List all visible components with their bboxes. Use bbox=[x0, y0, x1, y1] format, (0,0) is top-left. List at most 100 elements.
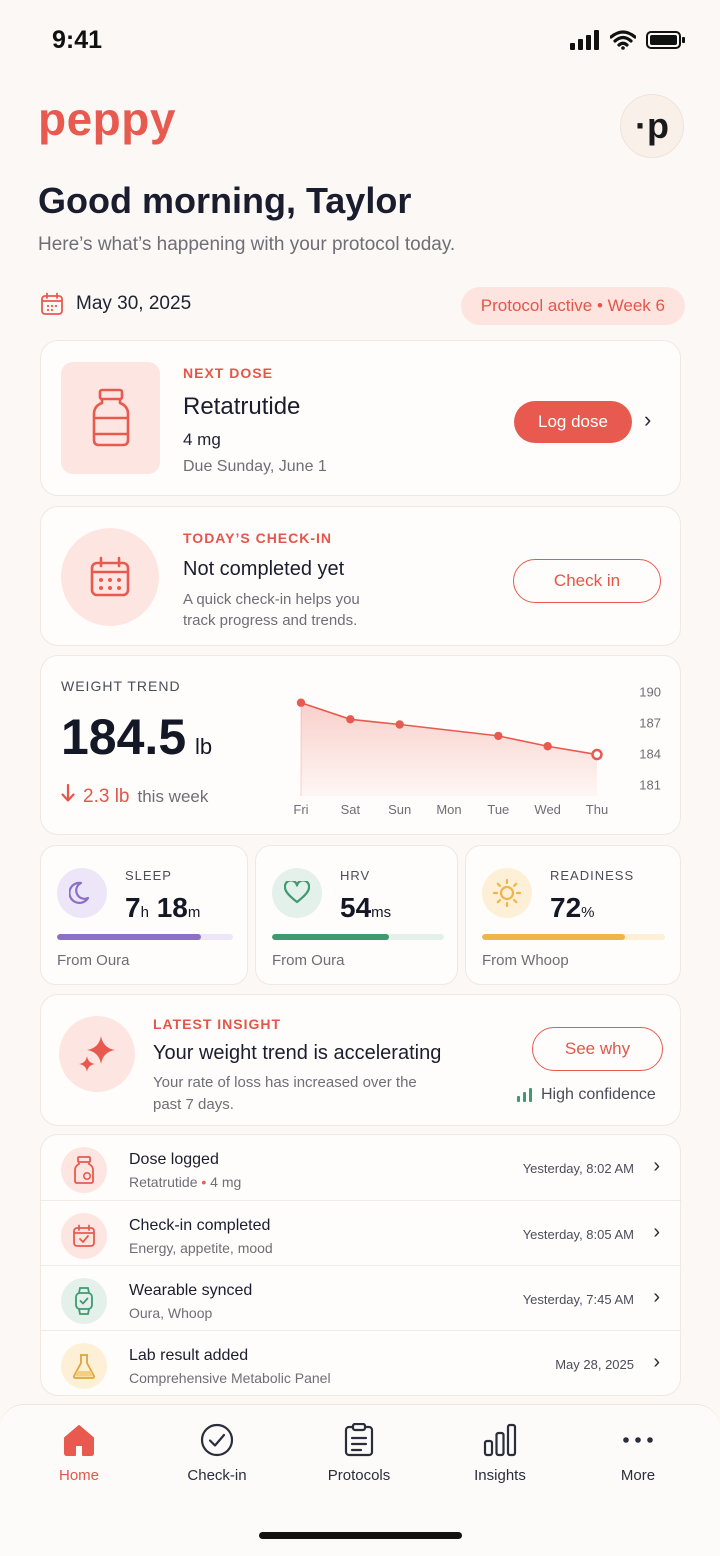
insight-eyebrow: LATEST INSIGHT bbox=[153, 1016, 282, 1032]
activity-title: Wearable synced bbox=[129, 1282, 253, 1299]
sun-icon bbox=[492, 878, 522, 908]
sleep-progress-fill bbox=[57, 934, 202, 940]
sleep-source: From Oura bbox=[57, 952, 130, 969]
activity-subtitle: Retatrutide • 4 mg bbox=[129, 1174, 241, 1190]
chart-x-tick-label: Mon bbox=[436, 802, 461, 817]
tab-check-in[interactable]: Check-in bbox=[162, 1423, 272, 1484]
tab-label: Insights bbox=[474, 1467, 526, 1484]
chevron-right-icon[interactable]: › bbox=[653, 1351, 660, 1373]
next-dose-card[interactable]: NEXT DOSE Retatrutide 4 mg Due Sunday, J… bbox=[40, 340, 681, 496]
weight-trend-card[interactable]: WEIGHT TREND 184.5 lb 2.3 lb this week F… bbox=[40, 655, 681, 835]
signal-bars-icon bbox=[517, 1088, 532, 1102]
protocol-status-badge[interactable]: Protocol active • Week 6 bbox=[460, 287, 685, 325]
heart-icon-container bbox=[272, 868, 322, 918]
activity-time: Yesterday, 8:05 AM bbox=[522, 1227, 634, 1242]
hrv-number: 54 bbox=[340, 892, 372, 923]
greeting-subtitle: Here’s what’s happening with your protoc… bbox=[38, 234, 456, 255]
sleep-metric-card[interactable]: SLEEP 7h 18m From Oura bbox=[40, 845, 248, 985]
activity-icon-container bbox=[61, 1343, 107, 1389]
hrv-value: 54ms bbox=[340, 892, 391, 924]
watch-icon bbox=[75, 1287, 93, 1315]
sleep-minutes: 18 bbox=[156, 892, 188, 923]
log-dose-button[interactable]: Log dose bbox=[514, 401, 632, 443]
chart-x-tick-label: Fri bbox=[293, 802, 308, 817]
weight-trend-label: WEIGHT TREND bbox=[61, 678, 181, 694]
heart-icon bbox=[284, 881, 310, 904]
bottom-tab-bar: Home Check-in Protocols Insights More bbox=[0, 1404, 720, 1556]
dose-medication-name: Retatrutide bbox=[183, 393, 301, 420]
chart-y-tick-label: 190 bbox=[639, 684, 661, 699]
check-in-button[interactable]: Check in bbox=[513, 559, 661, 603]
sleep-minutes-unit: m bbox=[187, 904, 201, 921]
dose-due-date: Due Sunday, June 1 bbox=[183, 458, 327, 475]
moon-icon-container bbox=[57, 868, 107, 918]
readiness-number: 72 bbox=[550, 892, 582, 923]
chart-point bbox=[346, 715, 355, 724]
see-why-button[interactable]: See why bbox=[532, 1027, 663, 1071]
tab-home[interactable]: Home bbox=[24, 1423, 134, 1484]
tab-insights[interactable]: Insights bbox=[445, 1423, 555, 1484]
tab-protocols[interactable]: Protocols bbox=[304, 1423, 414, 1484]
chevron-right-icon[interactable]: › bbox=[653, 1221, 660, 1243]
readiness-metric-card[interactable]: READINESS 72% From Whoop bbox=[465, 845, 681, 985]
profile-avatar-button[interactable]: ·p bbox=[620, 94, 684, 158]
tab-more[interactable]: More bbox=[583, 1423, 693, 1484]
chart-x-tick-label: Tue bbox=[487, 802, 509, 817]
arrow-down-icon bbox=[61, 784, 75, 802]
activity-time: Yesterday, 7:45 AM bbox=[522, 1292, 634, 1307]
chart-x-tick-label: Sat bbox=[341, 802, 361, 817]
checkin-description: A quick check-in helps you track progres… bbox=[183, 591, 360, 629]
status-icons bbox=[570, 30, 686, 50]
date-row: May 30, 2025 bbox=[40, 292, 191, 316]
wifi-icon bbox=[610, 30, 636, 50]
status-bar: 9:41 bbox=[0, 0, 720, 82]
activity-row-dose-logged[interactable]: Dose logged Retatrutide • 4 mg Yesterday… bbox=[41, 1135, 682, 1200]
activity-subtitle: Energy, appetite, mood bbox=[129, 1240, 273, 1256]
current-date: May 30, 2025 bbox=[76, 293, 192, 314]
weight-delta: 2.3 lb bbox=[83, 786, 130, 807]
activity-title: Dose logged bbox=[129, 1151, 219, 1168]
sparkle-icon-container bbox=[59, 1016, 135, 1092]
calendar-icon bbox=[90, 556, 130, 597]
chevron-right-icon[interactable]: › bbox=[653, 1155, 660, 1177]
chart-point bbox=[296, 698, 306, 707]
hrv-metric-card[interactable]: HRV 54ms From Oura bbox=[255, 845, 458, 985]
activity-row-checkin-completed[interactable]: Check-in completed Energy, appetite, moo… bbox=[41, 1200, 682, 1265]
readiness-progress-fill bbox=[482, 934, 625, 940]
weight-trend-chart: Fri Sat Sun Mon Tue Wed Thu 190 187 184 181 bbox=[293, 684, 661, 817]
readiness-value: 72% bbox=[550, 892, 595, 924]
readiness-source: From Whoop bbox=[482, 952, 569, 969]
activity-icon-container bbox=[61, 1147, 107, 1193]
activity-row-lab-result[interactable]: Lab result added Comprehensive Metabolic… bbox=[41, 1330, 682, 1395]
chart-area bbox=[301, 702, 597, 796]
chart-x-tick-label: Thu bbox=[586, 802, 608, 817]
chart-x-tick-label: Sun bbox=[388, 802, 411, 817]
readiness-label: READINESS bbox=[550, 868, 635, 883]
latest-insight-card[interactable]: LATEST INSIGHT Your weight trend is acce… bbox=[40, 994, 681, 1126]
hrv-progress-fill bbox=[272, 934, 389, 940]
home-icon bbox=[64, 1425, 94, 1456]
greeting-title: Good morning, Taylor bbox=[38, 180, 412, 221]
sleep-hours: 7 bbox=[125, 892, 141, 923]
chevron-right-icon[interactable]: › bbox=[653, 1286, 660, 1308]
activity-row-wearable-synced[interactable]: Wearable synced Oura, Whoop Yesterday, 7… bbox=[41, 1265, 682, 1330]
weight-change: 2.3 lb this week bbox=[61, 784, 208, 808]
status-time: 9:41 bbox=[52, 26, 103, 54]
hrv-source: From Oura bbox=[272, 952, 345, 969]
sparkle-icon bbox=[79, 1036, 115, 1072]
home-indicator[interactable] bbox=[259, 1532, 462, 1539]
chevron-right-icon[interactable]: › bbox=[644, 407, 652, 432]
readiness-unit: % bbox=[581, 904, 595, 921]
activity-icon-container bbox=[61, 1278, 107, 1324]
moon-icon bbox=[69, 881, 90, 904]
hrv-label: HRV bbox=[340, 868, 371, 883]
activity-subtitle-main: Retatrutide bbox=[129, 1174, 198, 1190]
hrv-progress-bar bbox=[272, 934, 444, 940]
battery-icon bbox=[646, 31, 685, 49]
bar-chart-icon bbox=[483, 1423, 517, 1457]
clipboard-icon bbox=[344, 1423, 374, 1457]
todays-checkin-card[interactable]: TODAY’S CHECK-IN Not completed yet A qui… bbox=[40, 506, 681, 646]
chart-point bbox=[591, 748, 603, 761]
checkin-status-title: Not completed yet bbox=[183, 558, 345, 580]
more-dots-icon bbox=[623, 1437, 653, 1443]
